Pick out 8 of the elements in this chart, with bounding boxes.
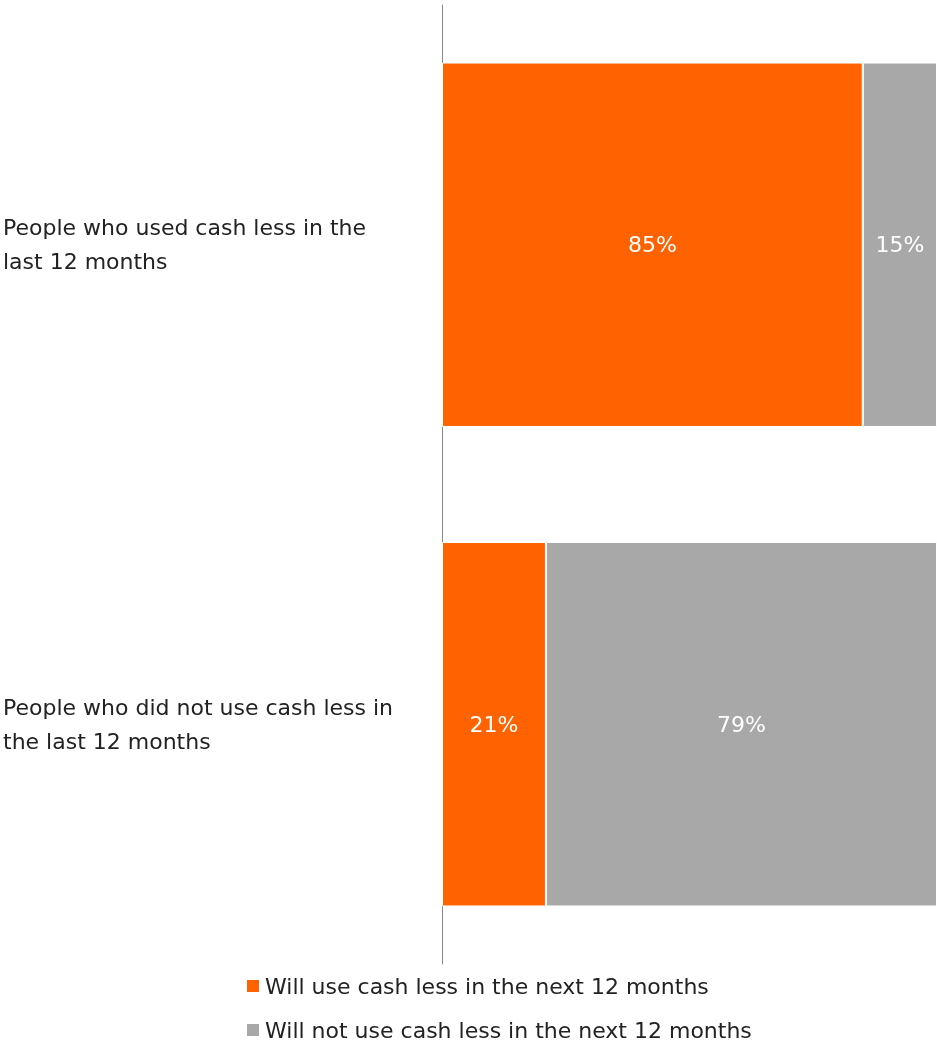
data-label: 21% <box>469 711 519 737</box>
data-label: 79% <box>717 711 766 737</box>
legend-label: Will not use cash less in the next 12 months <box>265 1017 752 1043</box>
y-tick-label: People who used cash less in the last 12 months <box>3 215 374 275</box>
y-tick-label: People who did not use cash less in the last 12 months <box>3 694 401 754</box>
data-label: 85% <box>627 232 677 258</box>
legend-label: Will use cash less in the next 12 months <box>265 973 709 999</box>
data-label: 15% <box>875 232 925 258</box>
